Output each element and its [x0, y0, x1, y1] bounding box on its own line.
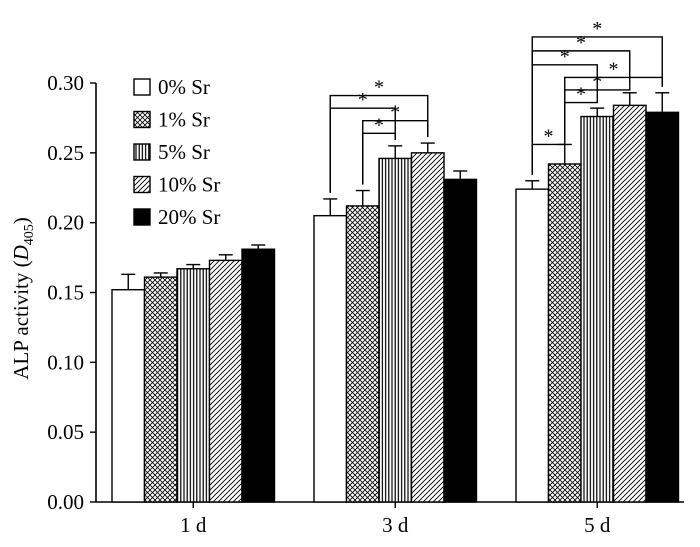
- y-axis-title-subscript: 405: [22, 224, 37, 245]
- bar-10sr-3d: [410, 152, 445, 503]
- significance-bracket: [329, 107, 396, 193]
- legend-label: 1% Sr: [158, 108, 210, 132]
- y-tick-label: 0.15: [47, 281, 84, 305]
- significance-star: *: [592, 18, 602, 40]
- significance-star: *: [609, 58, 619, 80]
- bar-0sr-1d: [111, 289, 146, 503]
- y-tick-label: 0.05: [47, 420, 84, 444]
- significance-bracket: [531, 138, 566, 175]
- legend-swatch: [133, 143, 151, 161]
- y-axis-title-text: ALP activity: [9, 267, 33, 379]
- bar-20sr-1d: [241, 248, 276, 503]
- significance-star: *: [560, 46, 570, 68]
- y-tick-label: 0.30: [47, 71, 84, 95]
- y-tick-label: 0.00: [47, 490, 84, 514]
- bar-20sr-5d: [645, 111, 680, 503]
- significance-star: *: [592, 71, 602, 93]
- y-tick-label: 0.20: [47, 211, 84, 235]
- significance-bracket: [362, 132, 396, 185]
- y-tick-label: 0.10: [47, 350, 84, 374]
- y-axis-title: ALP activity (D405): [9, 217, 37, 380]
- bar-0sr-3d: [313, 214, 348, 503]
- y-axis-title-variable: D: [9, 245, 33, 261]
- x-tick-label: 3 d: [382, 513, 409, 537]
- bar-1sr-3d: [345, 205, 380, 503]
- bar-0sr-5d: [515, 188, 550, 503]
- bar-10sr-5d: [612, 104, 647, 503]
- bar-5sr-1d: [176, 268, 211, 503]
- significance-star: *: [358, 89, 368, 111]
- bar-1sr-5d: [547, 163, 582, 503]
- legend-swatch: [133, 208, 151, 226]
- y-tick-label: 0.25: [47, 141, 84, 165]
- bar-1sr-1d: [143, 276, 178, 503]
- significance-bracket: [564, 101, 598, 139]
- y-axis-title-paren-right: ): [9, 217, 33, 224]
- significance-star: *: [374, 77, 384, 99]
- legend-swatch: [133, 175, 151, 194]
- legend-label: 0% Sr: [158, 75, 210, 99]
- y-axis-title-paren-left: (: [9, 260, 33, 267]
- legend-label: 10% Sr: [158, 173, 220, 197]
- legend-swatch: [133, 78, 151, 96]
- x-tick-label: 5 d: [584, 513, 611, 537]
- bar-20sr-3d: [443, 178, 478, 503]
- bar-10sr-1d: [208, 259, 243, 503]
- significance-star: *: [390, 102, 400, 124]
- x-tick-label: 1 d: [180, 513, 207, 537]
- legend-label: 20% Sr: [158, 205, 220, 229]
- bar-5sr-5d: [580, 115, 615, 503]
- significance-star: *: [576, 84, 586, 106]
- significance-star: *: [576, 32, 586, 54]
- bar-5sr-3d: [378, 157, 413, 503]
- significance-star: *: [544, 125, 554, 147]
- significance-star: *: [374, 114, 384, 136]
- significance-bracket: [531, 64, 598, 175]
- legend-swatch: [133, 110, 151, 129]
- legend-label: 5% Sr: [158, 140, 210, 164]
